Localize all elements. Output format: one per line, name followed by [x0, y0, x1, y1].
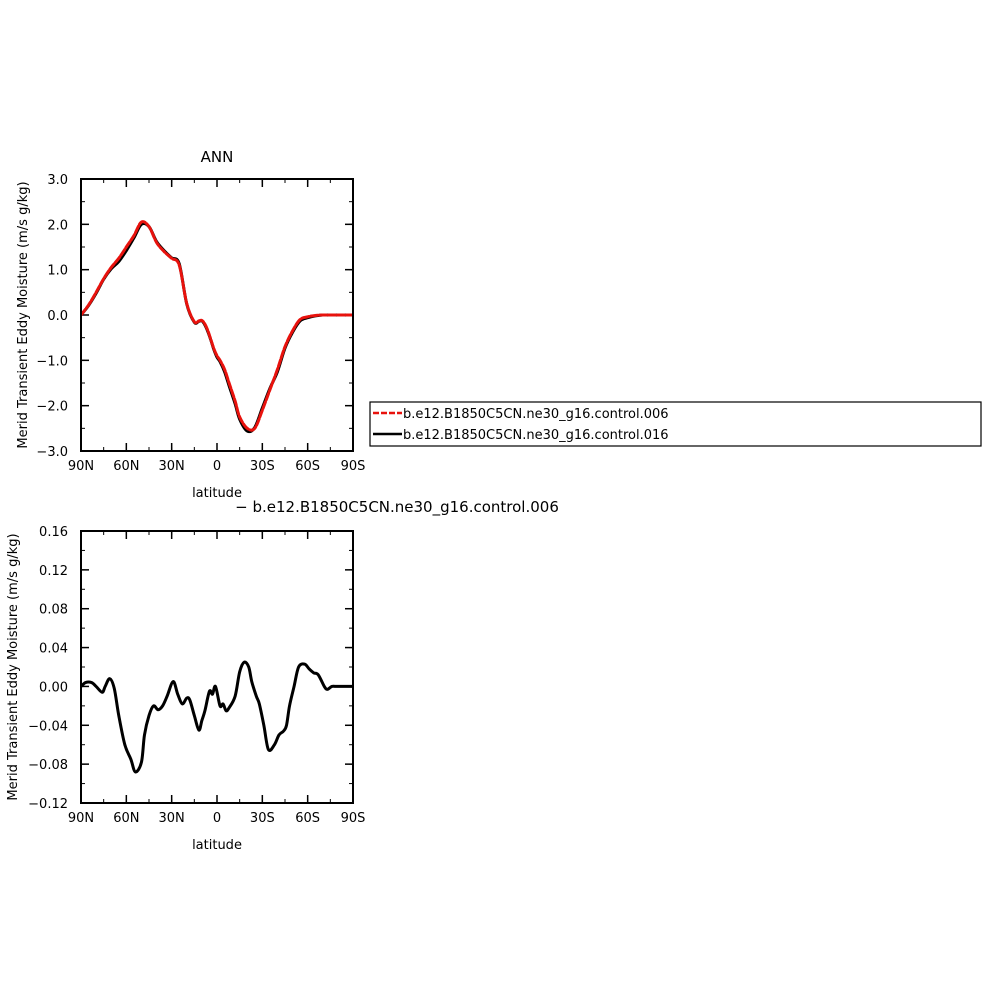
top-series-layer: [81, 220, 353, 434]
top-x-tick-label: 30N: [159, 459, 185, 474]
top-y-tick-label: −2.0: [36, 400, 68, 415]
top-y-tick-label: −3.0: [36, 445, 68, 460]
top-yaxis-label: Merid Transient Eddy Moisture (m/s g/kg): [16, 181, 31, 448]
top-x-tick-label: 60N: [113, 459, 139, 474]
bottom-title: − b.e12.B1850C5CN.ne30_g16.control.006: [235, 498, 559, 517]
bottom-x-tick-label: 90N: [68, 811, 94, 826]
top-x-tick-label: 0: [213, 459, 221, 474]
bottom-y-tick-label: 0.08: [39, 603, 68, 618]
top-y-tick-label: 2.0: [47, 218, 68, 233]
bottom-series-line-0: [81, 660, 353, 774]
bottom-plot-area: 90N 60N 30N 0 30S 60S 90S 0.16 0.12 0.08 0.04 0.00 −…: [28, 525, 365, 826]
top-xaxis-label: latitude: [192, 486, 242, 501]
bottom-y-tick-label: −0.12: [28, 797, 68, 812]
bottom-y-tick-label: 0.04: [39, 642, 68, 657]
legend: b.e12.B1850C5CN.ne30_g16.control.006 b.e…: [369, 401, 982, 447]
top-title: ANN: [201, 148, 234, 166]
top-x-tick-label: 90N: [68, 459, 94, 474]
bottom-x-tick-label: 90S: [341, 811, 366, 826]
bottom-y-tick-label: 0.16: [39, 525, 68, 540]
top-y-tick-label: −1.0: [36, 354, 68, 369]
bottom-y-tick-label: −0.08: [28, 758, 68, 773]
top-plot-area: 90N 60N 30N 0 30S 60S 90S 3.0 2.0 1.0 0.0 −1.0 −2.0 −…: [36, 173, 365, 474]
bottom-xaxis-label: latitude: [192, 838, 242, 853]
bottom-series-layer: [81, 660, 353, 774]
bottom-y-tick-label: −0.04: [28, 719, 68, 734]
top-panel: ANN 90N 60N 30N 0 30S 60S 90S 3.0 2.0 1.0 0.0 −1.0 −…: [16, 148, 365, 501]
bottom-yaxis-label: Merid Transient Eddy Moisture (m/s g/kg): [6, 533, 21, 800]
top-y-tick-label: 1.0: [47, 264, 68, 279]
bottom-y-tick-label: 0.00: [39, 680, 68, 695]
top-y-tick-label: 0.0: [47, 309, 68, 324]
bottom-y-tick-label: 0.12: [39, 564, 68, 579]
top-series-line-0: [81, 220, 353, 432]
bottom-x-tick-label: 0: [213, 811, 221, 826]
legend-label-control-006: b.e12.B1850C5CN.ne30_g16.control.006: [403, 407, 669, 422]
bottom-x-tick-label: 60N: [113, 811, 139, 826]
top-x-tick-label: 30S: [250, 459, 275, 474]
top-y-tick-label: 3.0: [47, 173, 68, 188]
bottom-x-tick-label: 60S: [295, 811, 320, 826]
top-plot-frame: [80, 178, 354, 452]
top-x-tick-label: 90S: [341, 459, 366, 474]
legend-box: [369, 401, 982, 447]
bottom-panel: − b.e12.B1850C5CN.ne30_g16.control.006 9…: [6, 498, 559, 853]
legend-label-control-016: b.e12.B1850C5CN.ne30_g16.control.016: [403, 428, 669, 443]
bottom-x-tick-label: 30S: [250, 811, 275, 826]
top-x-tick-label: 60S: [295, 459, 320, 474]
bottom-x-tick-label: 30N: [159, 811, 185, 826]
bottom-plot-frame: [80, 530, 354, 804]
